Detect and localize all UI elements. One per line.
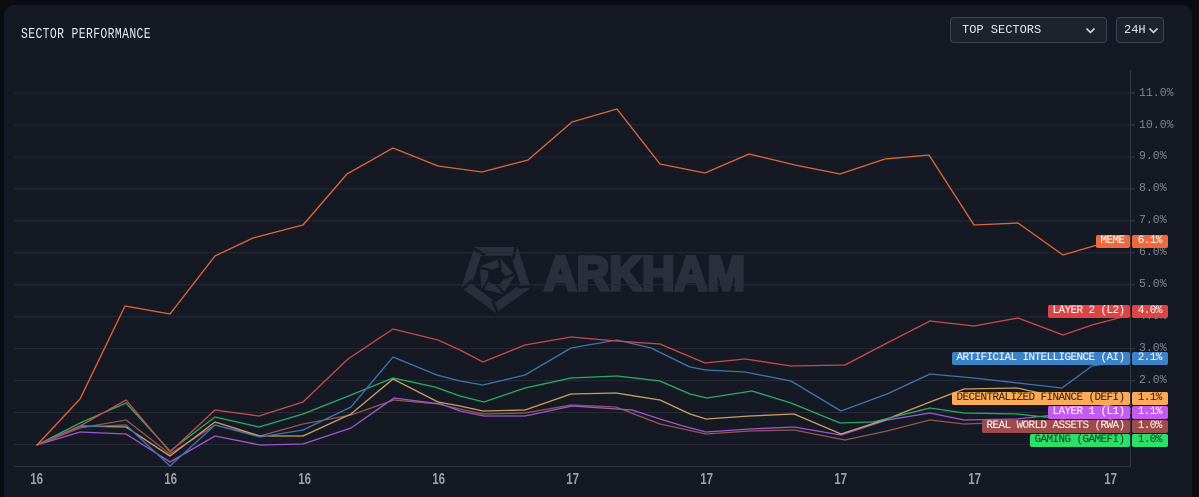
svg-text:ARKHAM: ARKHAM: [544, 248, 745, 301]
